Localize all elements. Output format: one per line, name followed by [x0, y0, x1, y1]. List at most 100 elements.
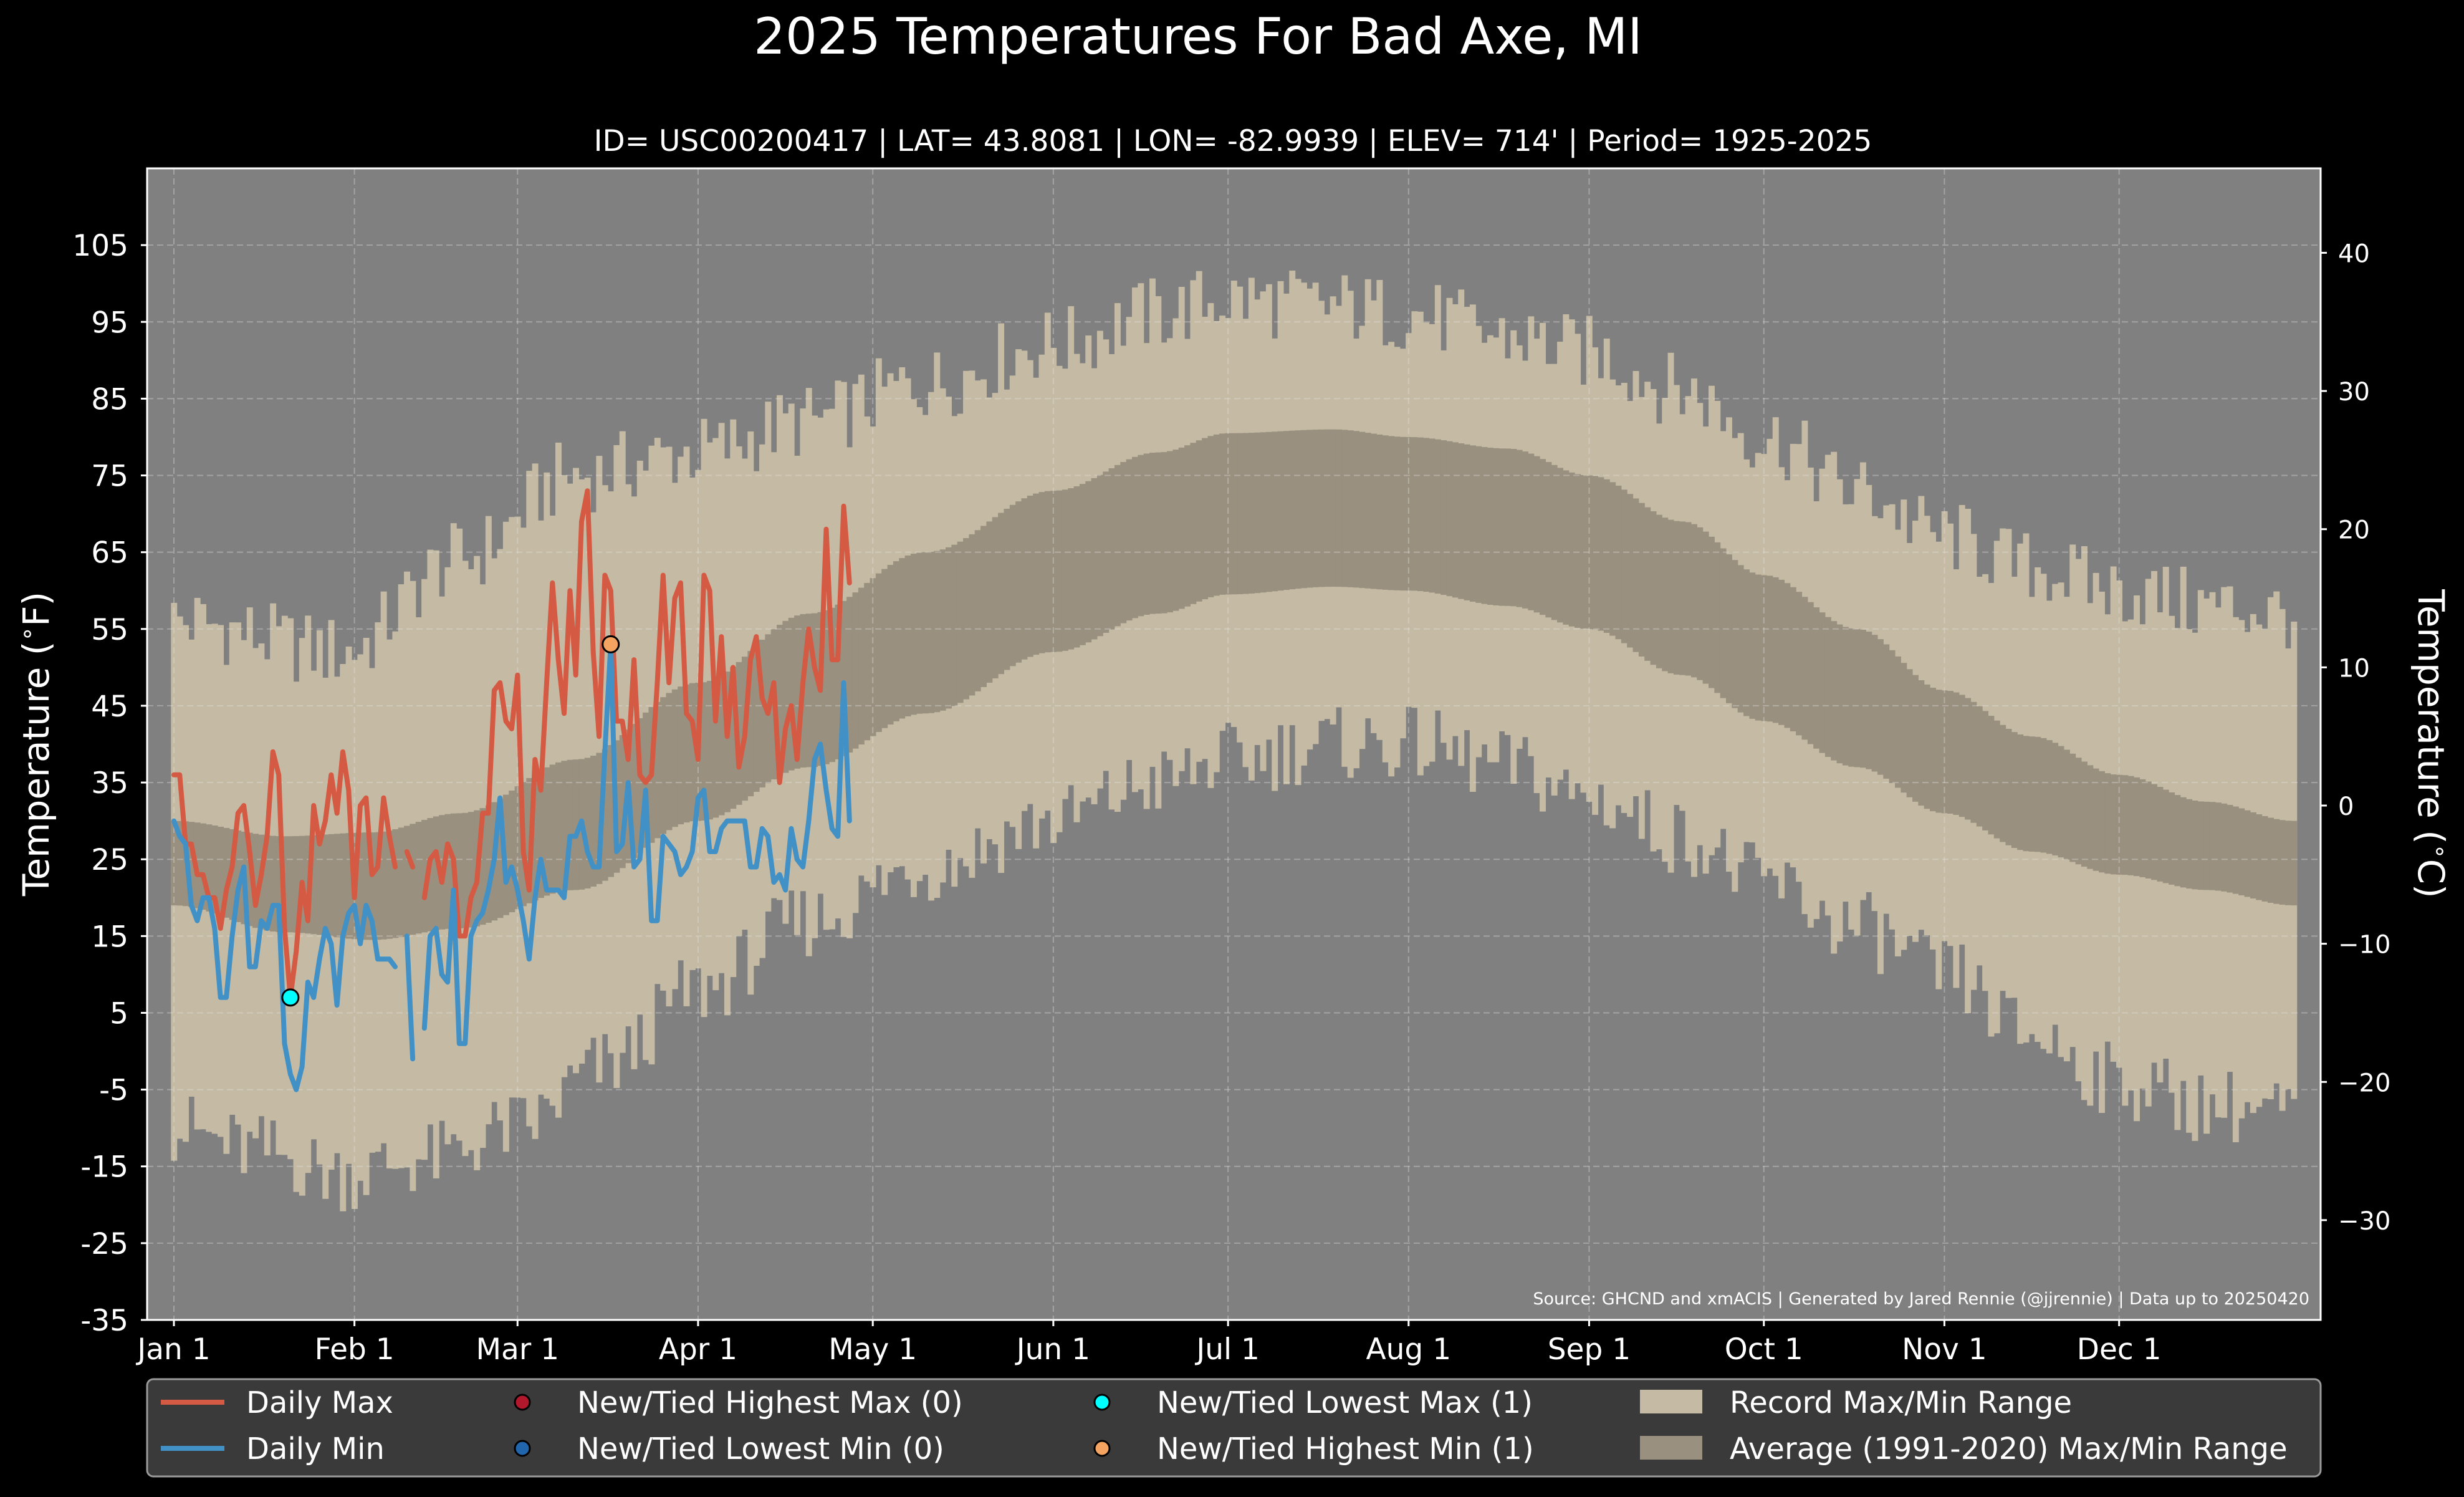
x-axis: Jan 1 Feb 1 Mar 1 Apr 1 May 1 Jun 1 Jul 1 Aug 1…	[135, 1320, 2162, 1367]
normal-range-bar	[2134, 777, 2140, 877]
normal-range-bar	[2127, 776, 2134, 875]
normal-range-bar	[1976, 706, 1983, 827]
normal-range-bar	[1207, 436, 1214, 597]
legend-label: Average (1991-2020) Max/Min Range	[1730, 1432, 2288, 1466]
normal-range-bar	[1184, 445, 1191, 607]
normal-range-bar	[2209, 802, 2216, 890]
normal-range-bar	[794, 615, 801, 769]
normal-range-bar	[1423, 438, 1430, 592]
y-axis-right-label-text: Temperature (	[2410, 589, 2452, 844]
normal-range-bar	[2197, 801, 2204, 890]
y-axis-left: 105 95 85 75 65 55 45 35 25 15 5 -5 -15 -25 -35	[72, 229, 147, 1338]
normal-range-bar	[2104, 773, 2111, 874]
normal-range-bar	[1493, 448, 1500, 606]
normal-range-bar	[840, 600, 847, 756]
normal-range-bar	[753, 645, 760, 792]
normal-range-bar	[264, 835, 271, 931]
normal-range-bar	[1434, 439, 1441, 594]
normal-range-bar	[1598, 477, 1604, 631]
y-tick-label: 25	[91, 843, 128, 877]
normal-range-bar	[1021, 498, 1028, 660]
normal-range-bar	[1667, 519, 1674, 673]
normal-range-bar	[276, 836, 282, 932]
y-right-tick-label: 0	[2338, 792, 2354, 821]
normal-range-bar	[1341, 430, 1348, 587]
normal-range-bar	[724, 671, 731, 812]
normal-range-bar	[986, 521, 993, 683]
normal-range-bar	[1702, 531, 1709, 684]
normal-range-bar	[1644, 507, 1651, 661]
y-tick-label: -35	[80, 1304, 128, 1338]
normal-range-bar	[1743, 569, 1750, 716]
normal-range-bar	[415, 822, 422, 934]
normal-range-bar	[1015, 501, 1022, 663]
record-markers	[281, 635, 620, 1007]
normal-range-bar	[1371, 433, 1378, 589]
legend-entry: New/Tied Highest Min (1)	[1093, 1432, 1534, 1466]
normal-range-bar	[392, 829, 399, 938]
normal-range-bar	[1382, 435, 1389, 590]
normal-range-bar	[1632, 498, 1639, 652]
normal-range-bar	[573, 759, 579, 890]
normal-range-bar	[1050, 491, 1057, 652]
y-tick-label: 85	[91, 382, 128, 416]
normal-range-bar	[322, 834, 329, 936]
normal-range-bar	[2192, 800, 2198, 890]
legend-swatch-marker	[1093, 1394, 1111, 1411]
normal-range-bar	[1901, 663, 1907, 793]
normal-range-bar	[969, 534, 976, 696]
normal-range-bar	[835, 604, 841, 759]
normal-range-bar	[1575, 474, 1581, 628]
legend-swatch-marker	[1093, 1440, 1111, 1457]
normal-range-bar	[689, 683, 696, 822]
legend-swatch-marker	[514, 1394, 531, 1411]
normal-range-bar	[1993, 720, 2000, 839]
normal-range-bar	[2052, 743, 2059, 855]
normal-range-bar	[2180, 797, 2187, 888]
normal-range-bar	[1336, 429, 1342, 587]
normal-range-bar	[2110, 774, 2117, 875]
normal-range-bar	[1720, 548, 1727, 698]
normal-range-bar	[1807, 602, 1814, 744]
normal-range-bar	[1487, 448, 1493, 605]
y-axis-left-label-text: Temperature (	[15, 642, 57, 897]
x-tick-label: Nov 1	[1902, 1332, 1987, 1367]
normal-range-bar	[910, 554, 917, 715]
normal-range-bar	[1714, 542, 1721, 693]
series-lines	[171, 488, 852, 1092]
x-tick-label: Dec 1	[2077, 1332, 2162, 1367]
y-right-tick-label: 10	[2338, 654, 2370, 683]
normal-range-bar	[631, 724, 638, 859]
normal-range-bar	[852, 592, 859, 749]
normal-range-bar	[497, 798, 504, 918]
normal-range-bar	[1126, 459, 1133, 621]
normal-range-bar	[433, 816, 439, 931]
normal-range-bar	[1627, 494, 1634, 648]
normal-range-bar	[235, 830, 242, 922]
normal-range-bar	[1225, 433, 1232, 595]
normal-range-bar	[1813, 607, 1820, 749]
normal-range-bar	[2058, 746, 2064, 858]
normal-range-bar	[1690, 524, 1697, 678]
x-tick-label: Apr 1	[659, 1332, 737, 1367]
normal-range-bar	[899, 558, 906, 719]
normal-range-bar	[1248, 433, 1255, 594]
normal-range-bar	[2232, 806, 2239, 894]
normal-range-bar	[666, 693, 673, 830]
y-right-tick-label: −20	[2338, 1069, 2390, 1097]
y-right-tick-label: 40	[2338, 239, 2370, 268]
source-note: Source: GHCND and xmACIS | Generated by …	[1533, 1289, 2309, 1309]
normal-range-bar	[369, 832, 375, 940]
normal-range-bar	[1842, 627, 1849, 766]
x-tick-label: May 1	[828, 1332, 917, 1367]
normal-range-bar	[660, 697, 667, 834]
normal-range-bar	[1417, 437, 1424, 592]
legend-items: Daily Max Daily Min New/Tied Highest Max (…	[161, 1385, 2288, 1466]
normal-range-bar	[2000, 724, 2006, 842]
normal-range-bar	[485, 805, 492, 923]
normal-range-bar	[730, 667, 737, 809]
normal-range-bar	[590, 756, 597, 887]
legend-box	[146, 1378, 2322, 1478]
normal-range-bar	[363, 832, 370, 940]
normal-range-bar	[683, 684, 690, 823]
